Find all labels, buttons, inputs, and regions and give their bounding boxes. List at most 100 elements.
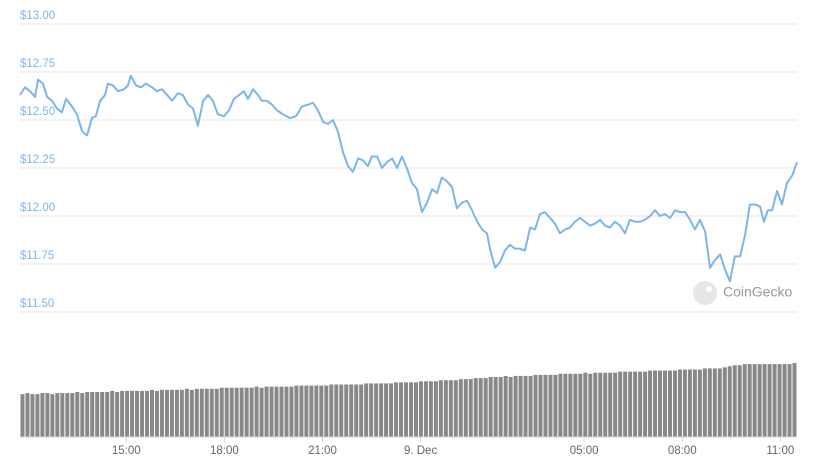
volume-bar — [628, 371, 633, 437]
volume-bar — [284, 386, 289, 437]
volume-bar — [563, 373, 568, 437]
volume-bar — [747, 364, 752, 437]
x-tick-label: 05:00 — [570, 445, 599, 457]
volume-bar — [334, 384, 339, 437]
volume-bar — [234, 387, 239, 437]
price-chart: $11.50 $11.75 $12.00 $12.25 $12.50 $12.75 $13.… — [19, 10, 798, 457]
volume-bar — [249, 387, 254, 437]
volume-bar — [125, 390, 130, 437]
volume-bar — [389, 383, 394, 437]
volume-bar — [503, 375, 508, 437]
volume-bar — [229, 387, 234, 437]
volume-bar — [712, 368, 717, 437]
x-tick-label: 18:00 — [210, 445, 239, 457]
volume-bar — [543, 374, 548, 437]
volume-bar — [727, 366, 732, 437]
volume-bar — [179, 389, 184, 437]
volume-bar — [658, 370, 663, 437]
y-tick-label: $12.25 — [20, 154, 55, 166]
volume-bar — [189, 389, 194, 437]
volume-bar — [354, 384, 359, 437]
volume-bar — [219, 387, 224, 437]
volume-bar — [583, 372, 588, 437]
volume-bar — [458, 379, 463, 437]
volume-bar — [374, 383, 379, 437]
volume-bar — [309, 385, 314, 437]
volume-bar — [75, 392, 80, 437]
volume-bar — [239, 387, 244, 437]
volume-bar — [404, 382, 408, 437]
x-tick-label: 08:00 — [668, 445, 697, 457]
volume-bar — [548, 374, 553, 437]
volume-bar — [174, 389, 179, 437]
volume-bar — [150, 389, 154, 437]
y-tick-label: $12.50 — [20, 106, 55, 118]
volume-bar — [752, 364, 757, 437]
volume-bar — [344, 384, 349, 437]
volume-bar — [737, 365, 742, 437]
volume-bar — [692, 369, 697, 437]
volume-bar — [787, 364, 792, 437]
volume-bar — [792, 363, 797, 437]
volume-bar — [204, 388, 209, 437]
volume-bar — [115, 392, 120, 437]
volume-bar — [772, 364, 777, 437]
volume-bar — [55, 393, 60, 437]
volume-bar — [80, 393, 85, 437]
volume-bar — [648, 370, 653, 437]
volume-bar — [399, 382, 404, 437]
volume-bar — [473, 378, 478, 437]
volume-bar — [264, 386, 269, 437]
volume-bar — [677, 369, 682, 437]
volume-bar — [782, 364, 787, 437]
volume-bar — [523, 375, 528, 437]
volume-bar — [105, 392, 110, 437]
volume-bar — [643, 371, 648, 437]
volume-bar — [30, 394, 35, 437]
volume-bar — [707, 368, 712, 437]
volume-bar — [687, 369, 692, 437]
volume-bar — [488, 377, 493, 437]
volume-bar — [314, 385, 319, 437]
volume-bar — [573, 373, 578, 437]
volume-bar — [498, 377, 503, 437]
volume-bar — [319, 385, 324, 437]
volume-bar — [493, 377, 498, 437]
volume-bar — [294, 385, 299, 437]
volume-bar — [154, 390, 159, 437]
volume-bar — [578, 373, 583, 437]
volume-bar — [423, 381, 428, 437]
volume-bar — [349, 384, 354, 437]
volume-bar — [608, 372, 613, 437]
volume-bar — [164, 389, 169, 437]
volume-bar — [433, 381, 438, 437]
volume-bar — [468, 379, 473, 437]
volume-bar — [224, 387, 229, 437]
watermark: CoinGecko — [693, 281, 792, 305]
volume-bar — [508, 377, 513, 437]
x-tick-label: 11:00 — [766, 445, 794, 457]
volume-bar — [418, 381, 423, 437]
x-tick-label: 9. Dec — [404, 445, 437, 457]
volume-bar — [757, 364, 762, 437]
volume-bar — [618, 371, 623, 437]
volume-bar — [254, 386, 259, 437]
volume-bar — [140, 390, 145, 437]
volume-bar — [598, 372, 603, 437]
volume-bar — [762, 364, 767, 437]
y-tick-label: $11.50 — [20, 298, 54, 310]
volume-bar — [428, 381, 433, 437]
volume-bar — [199, 388, 204, 437]
volume-bar — [269, 386, 274, 437]
volume-bar — [169, 389, 174, 437]
volume-bar — [483, 378, 488, 437]
volume-bar — [653, 370, 658, 437]
volume-bar — [379, 383, 384, 437]
y-tick-label: $12.00 — [20, 202, 55, 214]
volume-bar — [35, 394, 40, 437]
volume-bar — [95, 392, 100, 437]
volume-bar — [45, 393, 50, 437]
volume-bar — [668, 370, 672, 437]
volume-bar — [100, 392, 105, 437]
